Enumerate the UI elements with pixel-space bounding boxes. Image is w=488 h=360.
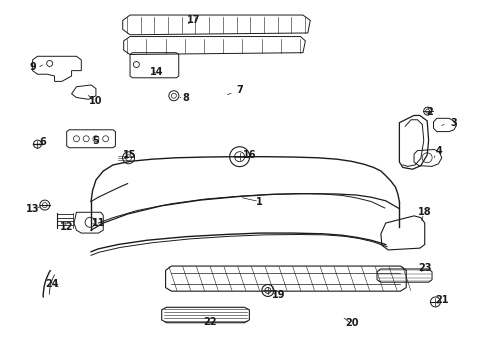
Text: 14: 14 bbox=[150, 67, 163, 77]
Text: 17: 17 bbox=[186, 15, 200, 26]
Text: 3: 3 bbox=[449, 118, 456, 128]
Text: 13: 13 bbox=[26, 204, 39, 214]
Text: 12: 12 bbox=[60, 222, 73, 231]
Text: 16: 16 bbox=[242, 150, 256, 160]
Text: 1: 1 bbox=[255, 197, 262, 207]
Text: 20: 20 bbox=[344, 319, 358, 328]
Text: 24: 24 bbox=[45, 279, 59, 289]
Text: 2: 2 bbox=[426, 107, 432, 117]
Text: 5: 5 bbox=[92, 136, 99, 145]
Text: 22: 22 bbox=[203, 317, 217, 327]
Text: 15: 15 bbox=[123, 150, 137, 160]
Text: 23: 23 bbox=[417, 263, 430, 273]
Text: 6: 6 bbox=[39, 138, 46, 147]
Text: 18: 18 bbox=[417, 207, 431, 217]
Text: 21: 21 bbox=[434, 295, 447, 305]
Text: 9: 9 bbox=[29, 62, 36, 72]
Text: 11: 11 bbox=[91, 218, 105, 228]
Text: 4: 4 bbox=[435, 146, 442, 156]
Text: 7: 7 bbox=[236, 85, 243, 95]
Text: 10: 10 bbox=[89, 96, 102, 106]
Text: 19: 19 bbox=[271, 290, 285, 300]
Text: 8: 8 bbox=[182, 93, 189, 103]
